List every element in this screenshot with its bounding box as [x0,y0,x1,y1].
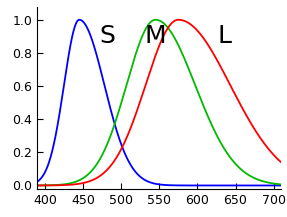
Text: L: L [217,24,231,48]
Text: M: M [144,24,166,48]
Text: S: S [100,24,116,48]
